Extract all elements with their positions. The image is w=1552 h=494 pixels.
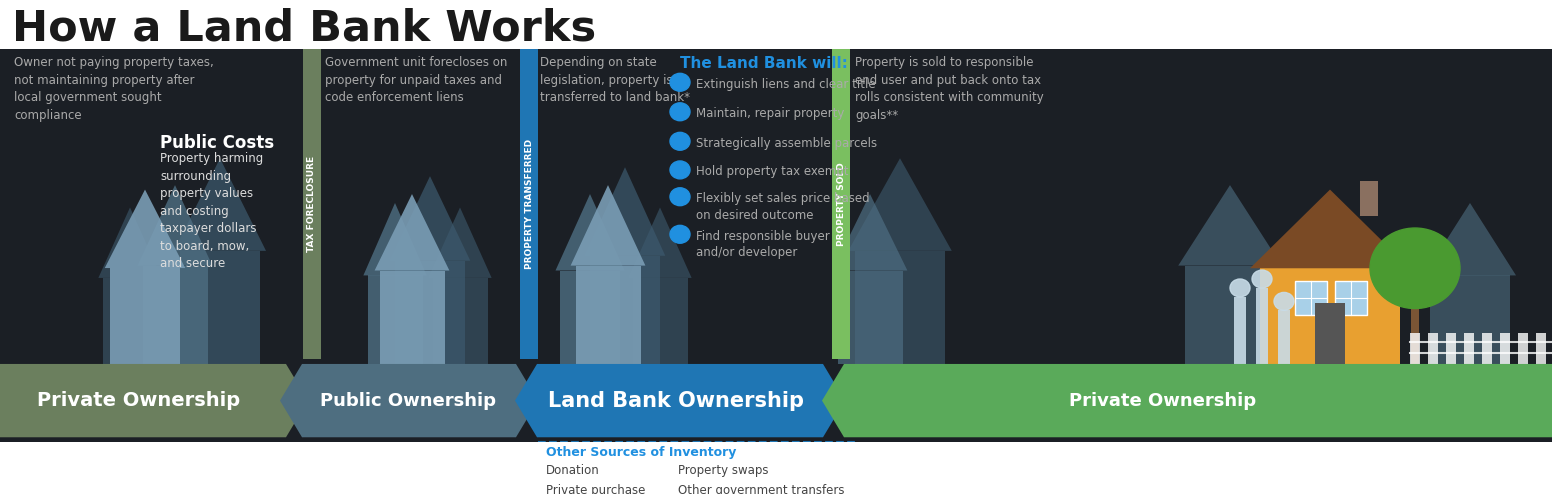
Bar: [1277, 310, 1290, 364]
Text: Donation
Private purchase: Donation Private purchase: [546, 464, 646, 494]
Bar: [1446, 332, 1456, 364]
Polygon shape: [380, 271, 444, 364]
Text: Other Sources of Inventory: Other Sources of Inventory: [546, 446, 736, 459]
Circle shape: [670, 132, 691, 150]
Bar: [1464, 332, 1474, 364]
Text: The Land Bank will:: The Land Bank will:: [680, 56, 847, 71]
Polygon shape: [428, 207, 492, 278]
Bar: [832, 49, 850, 360]
Circle shape: [1252, 270, 1273, 288]
Bar: [1360, 181, 1378, 216]
Text: Hold property tax exempt: Hold property tax exempt: [695, 165, 849, 178]
Bar: [1335, 281, 1367, 315]
Polygon shape: [138, 185, 213, 266]
Text: Property swaps
Other government transfers: Property swaps Other government transfer…: [678, 464, 844, 494]
Polygon shape: [396, 261, 466, 364]
Bar: [1234, 297, 1246, 364]
Polygon shape: [571, 185, 646, 266]
Text: PROPERTY SOLD: PROPERTY SOLD: [837, 163, 846, 246]
Text: Owner not paying property taxes,
not maintaining property after
local government: Owner not paying property taxes, not mai…: [14, 56, 214, 122]
Bar: [1482, 332, 1491, 364]
Text: PROPERTY TRANSFERRED: PROPERTY TRANSFERRED: [525, 139, 534, 269]
Text: Land Bank Ownership: Land Bank Ownership: [548, 391, 804, 411]
Bar: [1256, 288, 1268, 364]
Circle shape: [670, 188, 691, 206]
Polygon shape: [590, 256, 660, 364]
Polygon shape: [838, 271, 903, 364]
Polygon shape: [104, 190, 185, 268]
Polygon shape: [433, 278, 487, 364]
Circle shape: [670, 73, 691, 91]
Polygon shape: [1249, 190, 1411, 268]
Bar: [539, 442, 858, 494]
Text: TAX FORECLOSURE: TAX FORECLOSURE: [307, 156, 317, 252]
Text: Property harming
surrounding
property values
and costing
taxpayer dollars
to boa: Property harming surrounding property va…: [160, 152, 264, 270]
Text: Depending on state
legislation, property is
transferred to land bank*: Depending on state legislation, property…: [540, 56, 691, 104]
Polygon shape: [143, 266, 208, 364]
Polygon shape: [556, 194, 624, 271]
Text: Extinguish liens and clear title: Extinguish liens and clear title: [695, 78, 875, 91]
Text: Public Costs: Public Costs: [160, 134, 275, 152]
Circle shape: [670, 103, 691, 121]
Bar: [1411, 294, 1419, 364]
Bar: [1428, 332, 1439, 364]
Polygon shape: [855, 251, 945, 364]
Polygon shape: [832, 194, 908, 271]
Bar: [1315, 303, 1346, 364]
Bar: [1536, 332, 1546, 364]
Polygon shape: [363, 203, 427, 276]
Polygon shape: [374, 194, 450, 271]
Polygon shape: [368, 276, 422, 364]
Polygon shape: [98, 207, 161, 278]
Polygon shape: [585, 167, 666, 256]
Polygon shape: [1178, 185, 1282, 266]
Polygon shape: [560, 271, 619, 364]
Circle shape: [1274, 292, 1294, 310]
Polygon shape: [1429, 276, 1510, 364]
Bar: [1411, 332, 1420, 364]
Polygon shape: [633, 278, 688, 364]
Polygon shape: [174, 158, 265, 251]
Bar: [1294, 281, 1327, 315]
Circle shape: [1370, 228, 1460, 309]
Text: Strategically assemble parcels: Strategically assemble parcels: [695, 137, 877, 150]
Polygon shape: [515, 364, 844, 437]
Text: Flexibly set sales price based
on desired outcome: Flexibly set sales price based on desire…: [695, 192, 869, 222]
Polygon shape: [849, 158, 951, 251]
Polygon shape: [823, 364, 1552, 437]
Bar: [303, 49, 321, 360]
Bar: [1260, 268, 1400, 364]
Polygon shape: [110, 268, 180, 364]
Polygon shape: [390, 176, 470, 261]
Polygon shape: [629, 207, 692, 278]
Bar: [0, 49, 1552, 442]
Text: Maintain, repair property: Maintain, repair property: [695, 107, 844, 121]
Polygon shape: [576, 266, 641, 364]
Text: Private Ownership: Private Ownership: [37, 391, 241, 410]
Circle shape: [1231, 279, 1249, 297]
Circle shape: [670, 161, 691, 179]
Text: Find responsible buyer
and/or developer: Find responsible buyer and/or developer: [695, 230, 830, 259]
Polygon shape: [102, 278, 157, 364]
Bar: [1518, 332, 1529, 364]
Text: Private Ownership: Private Ownership: [1069, 392, 1256, 410]
Polygon shape: [0, 364, 307, 437]
Text: How a Land Bank Works: How a Land Bank Works: [12, 7, 596, 49]
Polygon shape: [1186, 266, 1276, 364]
Bar: [520, 49, 539, 360]
Polygon shape: [279, 364, 539, 437]
Text: Public Ownership: Public Ownership: [320, 392, 497, 410]
Text: Property is sold to responsible
end user and put back onto tax
rolls consistent : Property is sold to responsible end user…: [855, 56, 1044, 122]
Bar: [0, 0, 1552, 49]
Polygon shape: [180, 251, 261, 364]
Polygon shape: [1425, 203, 1516, 276]
Bar: [1499, 332, 1510, 364]
Circle shape: [670, 225, 691, 243]
Text: Government unit forecloses on
property for unpaid taxes and
code enforcement lie: Government unit forecloses on property f…: [324, 56, 508, 104]
